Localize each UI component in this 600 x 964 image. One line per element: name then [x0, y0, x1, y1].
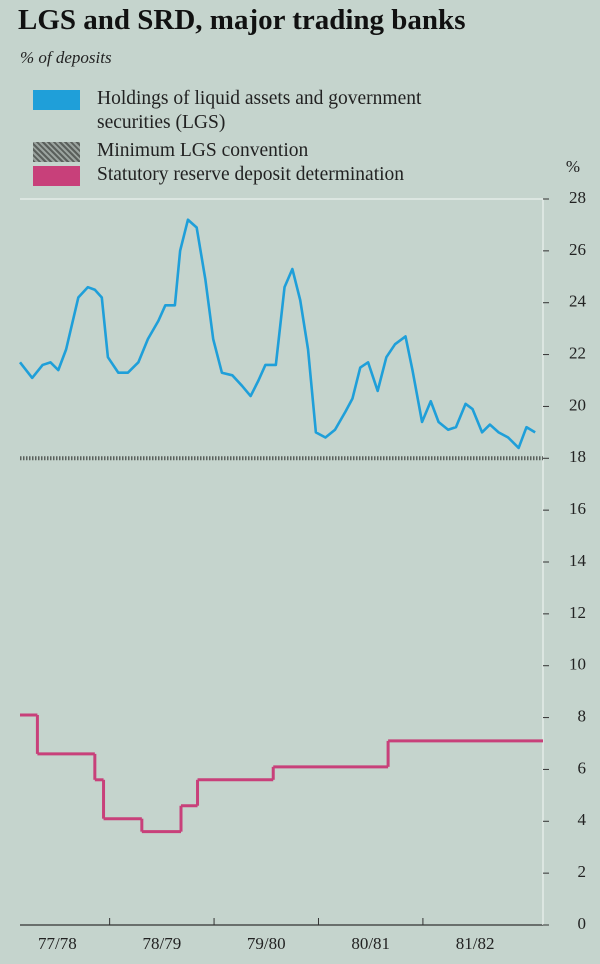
x-tick-label: 80/81 — [351, 934, 390, 953]
y-tick-label: 4 — [578, 810, 587, 829]
legend-swatch — [33, 90, 80, 110]
legend-item: Holdings of liquid assets and government… — [33, 87, 437, 135]
y-tick-label: 6 — [578, 758, 587, 777]
legend-label: Minimum LGS convention — [97, 140, 309, 161]
y-tick-label: 22 — [569, 343, 586, 362]
series-line — [18, 218, 536, 450]
y-tick-label: 28 — [569, 188, 586, 207]
y-axis-label: % — [566, 157, 580, 176]
y-tick-label: 20 — [569, 395, 586, 414]
x-tick-label: 79/80 — [247, 934, 286, 953]
y-tick-label: 18 — [569, 447, 586, 466]
y-tick-label: 0 — [578, 914, 587, 933]
legend-swatch — [33, 166, 80, 186]
y-tick-label: 26 — [569, 240, 586, 259]
chart-title: LGS and SRD, major trading banks — [18, 4, 466, 36]
x-tick-label: 78/79 — [142, 934, 181, 953]
y-tick-label: 8 — [578, 706, 587, 725]
legend-label: Statutory reserve deposit determination — [97, 164, 405, 185]
legend-label: Holdings of liquid assets and government… — [97, 88, 422, 133]
y-tick-label: 12 — [569, 603, 586, 622]
legend-item: Statutory reserve deposit determination — [33, 163, 517, 187]
x-tick-label: 81/82 — [456, 934, 495, 953]
legend-item: Minimum LGS convention — [33, 139, 517, 163]
y-tick-label: 10 — [569, 655, 586, 674]
chart-subtitle: % of deposits — [20, 48, 112, 67]
legend-swatch — [33, 142, 80, 162]
y-tick-label: 16 — [569, 499, 586, 518]
x-tick-label: 77/78 — [38, 934, 77, 953]
y-tick-label: 14 — [569, 551, 587, 570]
y-tick-label: 24 — [569, 292, 587, 311]
y-tick-label: 2 — [578, 862, 587, 881]
